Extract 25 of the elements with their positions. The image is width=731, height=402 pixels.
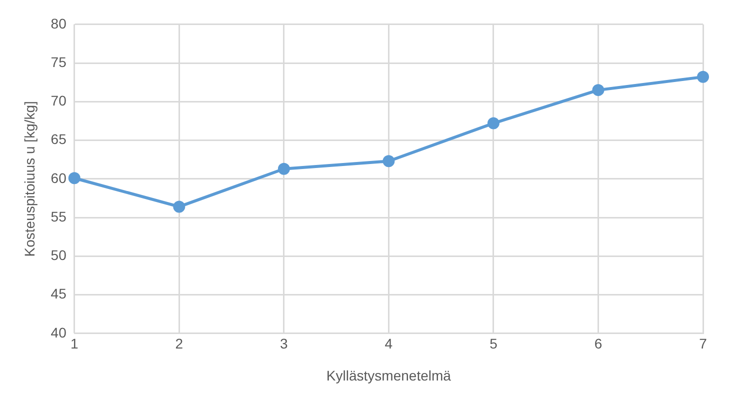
x-tick-label: 6 xyxy=(594,336,602,352)
x-tick-label: 2 xyxy=(175,336,184,352)
point xyxy=(592,84,604,96)
point xyxy=(278,162,290,175)
y-tick-label: 60 xyxy=(50,170,67,186)
x-axis-title: Kyllästysmenetelmä xyxy=(326,367,452,384)
x-tick-label: 1 xyxy=(70,336,78,352)
y-tick-label: 45 xyxy=(50,286,67,302)
point xyxy=(173,200,186,213)
y-tick-label: 50 xyxy=(50,247,67,264)
y-tick-label: 70 xyxy=(50,92,67,109)
y-tick-label: 55 xyxy=(50,208,67,224)
point xyxy=(382,155,395,168)
y-tick-label: 80 xyxy=(50,15,67,32)
y-axis-title: Kosteuspitoiuus u [kg/kg] xyxy=(21,101,38,257)
x-tick-label: 7 xyxy=(699,336,708,352)
x-tick-label: 4 xyxy=(384,336,393,352)
y-tick-label: 65 xyxy=(50,131,67,148)
point xyxy=(487,117,500,130)
point xyxy=(68,172,80,184)
x-tick-label: 5 xyxy=(490,336,498,352)
y-tick-label: 40 xyxy=(50,324,67,340)
x-tick-label: 3 xyxy=(280,336,288,352)
point xyxy=(697,70,709,83)
y-tick-label: 75 xyxy=(50,54,67,70)
